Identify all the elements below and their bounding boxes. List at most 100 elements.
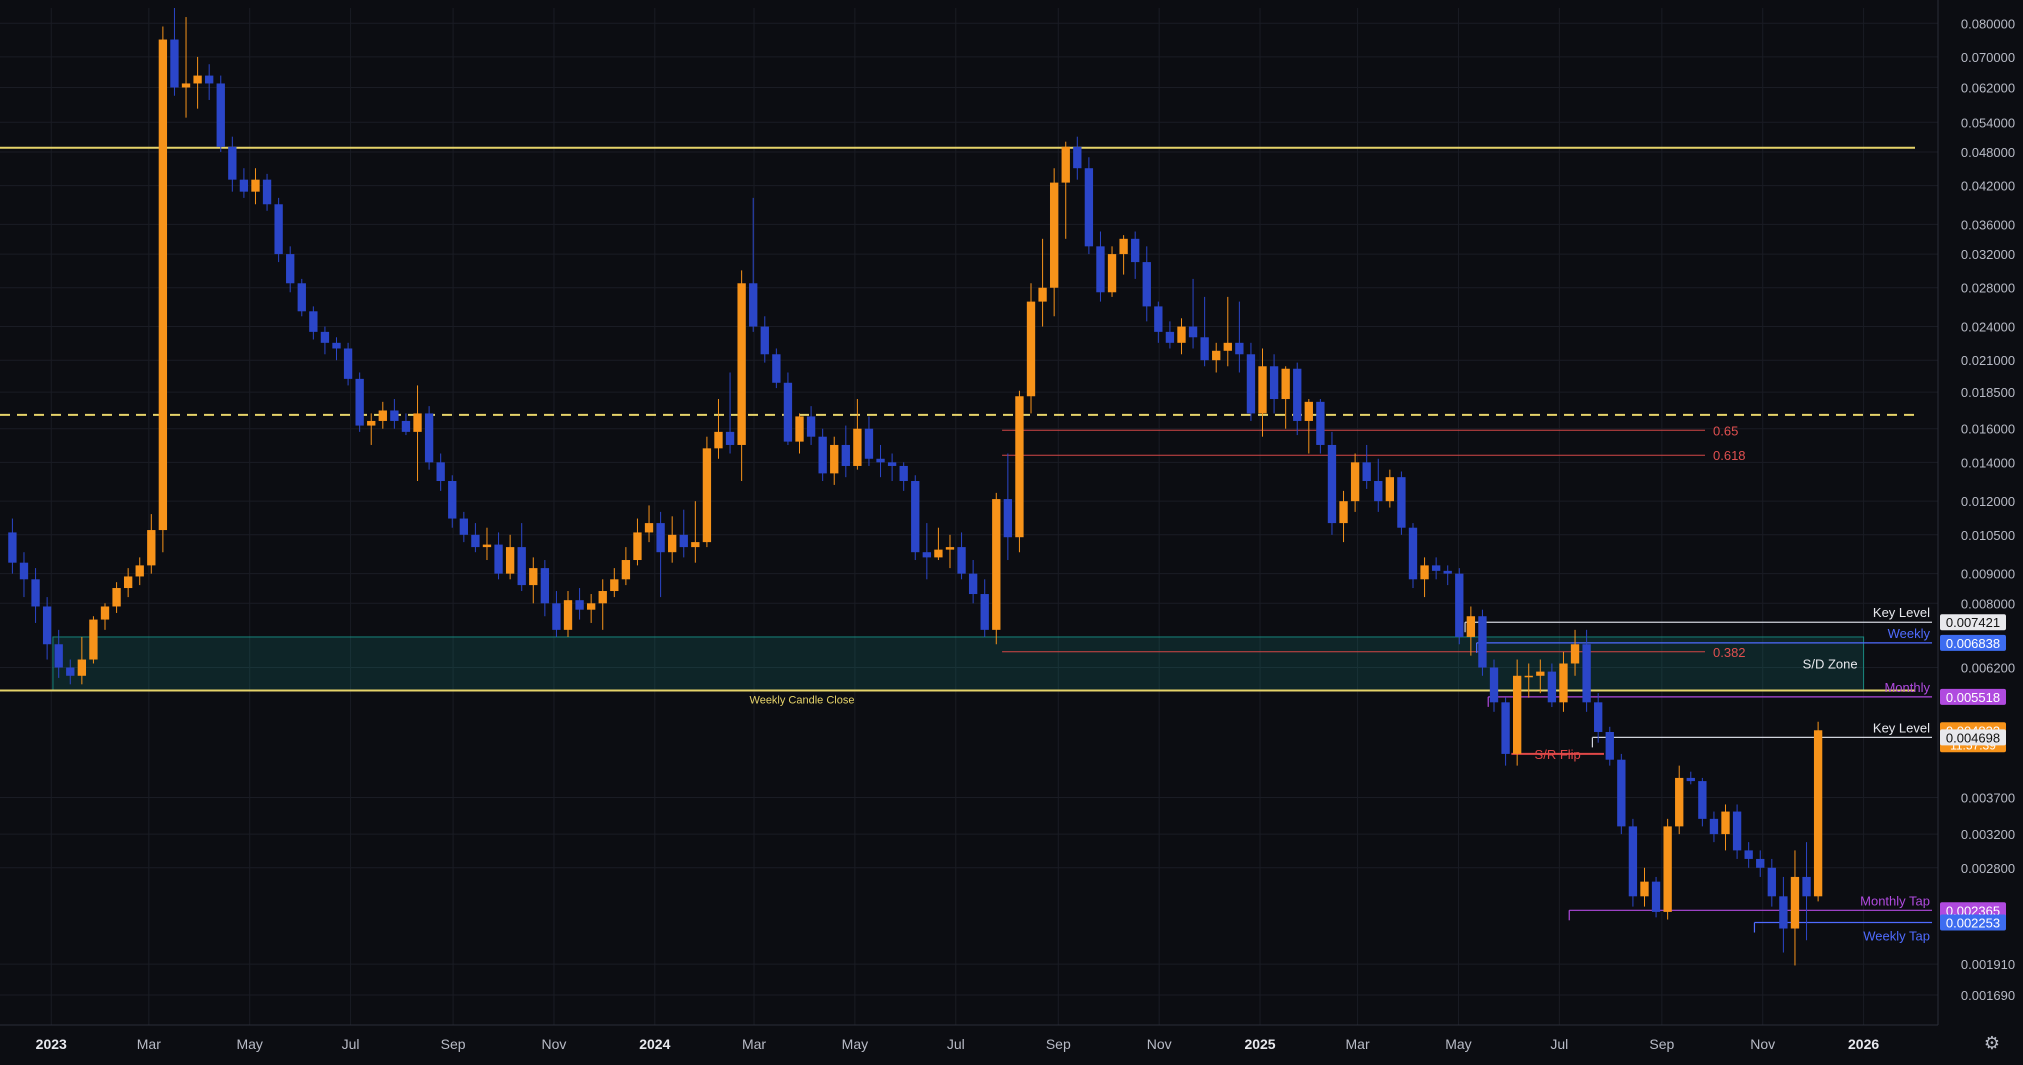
candle-up <box>193 56 202 109</box>
candle-down <box>1408 523 1418 589</box>
x-tick-label: Jul <box>947 1036 965 1052</box>
candle-body <box>1026 301 1036 397</box>
candle-body <box>1177 326 1186 343</box>
candle-body <box>320 331 330 343</box>
price-badge: 0.002253 <box>1940 914 2006 931</box>
candle-body <box>332 342 341 349</box>
grid <box>0 8 1938 1025</box>
candle-up <box>1536 659 1545 694</box>
candle-up <box>100 603 110 630</box>
candle-body <box>853 428 862 466</box>
candle-body <box>286 254 295 284</box>
candle-body <box>1651 881 1661 912</box>
candle-down <box>841 425 850 478</box>
candle-body <box>367 420 376 426</box>
candle-down <box>957 532 966 580</box>
candle-down <box>19 552 29 598</box>
x-tick-label: Sep <box>1649 1036 1674 1052</box>
candle-body <box>170 39 179 88</box>
y-tick-label: 0.054000 <box>1961 115 2015 130</box>
candle-body <box>1154 306 1163 332</box>
candle-body <box>1003 499 1013 538</box>
candle-body <box>818 436 827 474</box>
candle-body <box>1709 818 1719 835</box>
candle-down <box>459 511 468 543</box>
candle-up <box>691 501 700 563</box>
x-tick-label: 2023 <box>36 1036 67 1052</box>
candle-body <box>1212 350 1221 361</box>
candle-down <box>66 659 75 685</box>
candle-body <box>424 413 434 463</box>
sd-zone <box>52 636 1865 691</box>
x-tick-label: May <box>1445 1036 1471 1052</box>
candle-body <box>772 354 781 383</box>
level-line-label: Weekly <box>1888 626 1931 641</box>
candle-down <box>1489 659 1499 712</box>
candle-body <box>448 481 457 519</box>
candle-down <box>899 462 908 491</box>
candle-down <box>471 523 480 553</box>
candle-up <box>992 492 1001 645</box>
candle-down <box>390 399 399 429</box>
candle-up <box>251 168 260 205</box>
y-tick-label: 0.036000 <box>1961 217 2015 232</box>
candle-body <box>1327 444 1337 524</box>
candle-body <box>806 416 816 437</box>
y-tick-label: 0.016000 <box>1961 422 2015 437</box>
candle-down <box>1188 278 1198 349</box>
candles <box>8 8 1823 966</box>
candle-down <box>1443 565 1452 586</box>
candle-up <box>702 436 712 548</box>
candle-body <box>1084 168 1094 247</box>
candle-body <box>876 458 885 463</box>
candle-body <box>725 431 735 445</box>
price-badge-bg <box>1940 614 2006 631</box>
candle-body <box>945 547 955 550</box>
candle-body <box>1131 238 1140 263</box>
candle-up <box>1512 659 1522 766</box>
y-tick-label: 0.010500 <box>1961 528 2015 543</box>
candle-body <box>598 591 607 604</box>
candle-up <box>123 568 133 598</box>
price-badge: 0.007421 <box>1940 614 2006 631</box>
x-tick-label: Mar <box>137 1036 161 1052</box>
candle-body <box>355 378 364 426</box>
candle-down <box>1362 444 1371 489</box>
candle-body <box>1686 777 1695 782</box>
y-tick-label: 0.028000 <box>1961 281 2015 296</box>
candle-body <box>1744 850 1753 859</box>
candle-up <box>1049 168 1059 317</box>
candle-body <box>540 568 550 604</box>
candle-up <box>77 636 87 685</box>
x-tick-label: Sep <box>1046 1036 1071 1052</box>
candle-body <box>147 530 156 566</box>
candle-up <box>1524 663 1533 698</box>
candle-up <box>1119 235 1128 275</box>
candle-body <box>737 283 746 445</box>
y-tick-label: 0.021000 <box>1961 353 2015 368</box>
candle-down <box>1709 811 1719 843</box>
candle-body <box>66 667 75 676</box>
y-tick-label: 0.062000 <box>1961 80 2015 95</box>
candle-down <box>1327 431 1337 535</box>
candle-body <box>1813 730 1823 897</box>
candle-body <box>968 573 978 595</box>
x-tick-label: Sep <box>441 1036 466 1052</box>
y-tick-label: 0.002800 <box>1961 861 2015 876</box>
candle-down <box>575 588 584 620</box>
price-badge: 0.006838 <box>1940 634 2006 651</box>
candle-body <box>390 410 399 421</box>
candle-up <box>1663 818 1672 920</box>
candle-body <box>1790 876 1800 929</box>
candle-down <box>228 136 237 192</box>
gear-icon[interactable]: ⚙ <box>1983 1033 2001 1053</box>
candle-body <box>1061 146 1070 183</box>
candle-body <box>1293 368 1302 421</box>
candle-down <box>54 629 63 678</box>
candle-body <box>123 576 133 589</box>
price-badge: 0.005518 <box>1940 688 2006 705</box>
candle-body <box>1362 462 1371 482</box>
candle-body <box>714 431 723 449</box>
